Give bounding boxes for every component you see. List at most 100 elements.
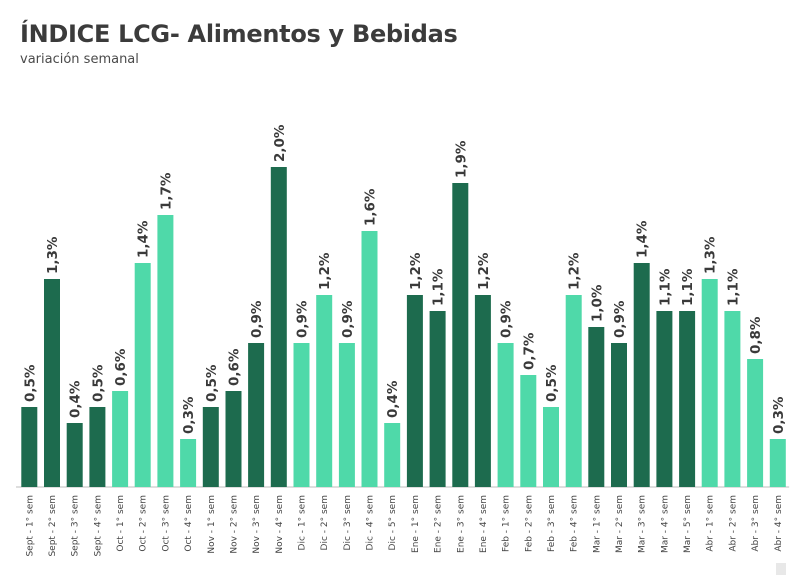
bar: [656, 311, 673, 487]
data-label: 1,1%: [725, 268, 741, 306]
data-label: 1,6%: [363, 188, 379, 226]
bar: [747, 359, 764, 487]
data-label: 0,5%: [22, 364, 38, 402]
bar: [89, 407, 106, 487]
data-label: 0,9%: [249, 300, 265, 338]
data-label: 1,0%: [589, 284, 605, 322]
x-tick-label: Dic - 1° sem: [298, 495, 308, 550]
x-tick-label: Dic - 4° sem: [366, 495, 376, 550]
data-label: 0,7%: [521, 332, 537, 370]
x-tick-label: Mar - 2° sem: [615, 495, 625, 553]
x-tick-label: Abr - 4° sem: [774, 495, 784, 552]
data-label: 0,5%: [544, 364, 560, 402]
bar: [474, 295, 491, 487]
bar: [588, 327, 605, 487]
bar: [701, 279, 718, 487]
bar: [611, 343, 627, 487]
data-label: 0,6%: [227, 348, 243, 386]
x-tick-label: Sept - 2° sem: [48, 495, 58, 557]
bar: [248, 343, 265, 487]
x-tick-label: Dic - 3° sem: [343, 495, 353, 550]
x-tick-label: Feb - 4° sem: [570, 495, 580, 552]
x-tick-label: Mar - 1° sem: [592, 495, 602, 553]
bar: [633, 263, 650, 487]
corner-marker: [776, 563, 786, 575]
chart-title: ÍNDICE LCG- Alimentos y Bebidas: [20, 20, 458, 48]
bar: [21, 407, 38, 487]
bar: [157, 215, 174, 487]
data-label: 1,4%: [635, 220, 651, 258]
bar: [565, 295, 582, 487]
bar: [769, 439, 786, 487]
x-tick-label: Feb - 2° sem: [524, 495, 534, 552]
bar: [338, 343, 355, 487]
data-label: 1,1%: [431, 268, 447, 306]
x-tick-label: Nov - 4° sem: [275, 495, 285, 554]
bar: [361, 231, 378, 487]
bar: [66, 423, 83, 487]
x-tick-label: Sept - 3° sem: [71, 495, 81, 557]
x-tick-label: Ene - 1° sem: [411, 495, 421, 553]
x-tick-label: Mar - 3° sem: [638, 495, 648, 553]
x-tick-label: Nov - 2° sem: [230, 495, 240, 554]
x-tick-label: Nov - 1° sem: [207, 495, 217, 554]
data-label: 1,2%: [408, 252, 424, 290]
bar: [270, 167, 287, 487]
x-tick-label: Abr - 1° sem: [706, 495, 716, 552]
x-tick-label: Sept - 4° sem: [93, 495, 103, 557]
x-tick-label: Dic - 5° sem: [388, 495, 398, 550]
data-label: 0,9%: [499, 300, 515, 338]
bar: [180, 439, 197, 487]
bar: [520, 375, 537, 487]
bar: [452, 183, 469, 487]
bar: [202, 407, 219, 487]
data-label: 1,4%: [136, 220, 152, 258]
bar: [724, 311, 741, 487]
chart-subtitle: variación semanal: [20, 52, 139, 67]
x-tick-label: Ene - 2° sem: [434, 495, 444, 553]
data-label: 1,9%: [453, 140, 469, 178]
data-label: 0,3%: [771, 396, 787, 434]
bar: [112, 391, 129, 487]
data-label: 1,2%: [567, 252, 583, 290]
x-tick-label: Sept - 1° sem: [25, 495, 35, 557]
x-tick-label: Oct - 1° sem: [116, 495, 126, 552]
bar: [316, 295, 333, 487]
data-label: 0,5%: [90, 364, 106, 402]
bar: [406, 295, 423, 487]
bar: [384, 423, 401, 487]
x-tick-label: Oct - 3° sem: [161, 495, 171, 552]
data-label: 0,5%: [204, 364, 220, 402]
x-tick-label: Dic - 2° sem: [320, 495, 330, 550]
data-label: 1,7%: [158, 172, 174, 210]
data-label: 0,9%: [295, 300, 311, 338]
data-label: 0,4%: [68, 380, 84, 418]
bar: [543, 407, 559, 487]
x-tick-label: Mar - 5° sem: [683, 495, 693, 553]
data-label: 1,3%: [45, 236, 61, 274]
x-tick-label: Nov - 3° sem: [252, 495, 262, 554]
x-tick-label: Abr - 2° sem: [728, 495, 738, 552]
bar: [44, 279, 60, 487]
data-label: 1,3%: [703, 236, 719, 274]
x-tick-label: Oct - 4° sem: [184, 495, 194, 552]
x-tick-label: Ene - 4° sem: [479, 495, 489, 553]
bar: [225, 391, 242, 487]
data-label: 0,4%: [385, 380, 401, 418]
data-label: 1,2%: [317, 252, 333, 290]
data-label: 0,3%: [181, 396, 197, 434]
data-label: 1,1%: [657, 268, 673, 306]
bar: [134, 263, 151, 487]
x-tick-label: Feb - 3° sem: [547, 495, 557, 552]
data-label: 2,0%: [272, 124, 288, 162]
data-label: 0,9%: [340, 300, 356, 338]
x-tick-label: Mar - 4° sem: [660, 495, 670, 553]
x-tick-label: Ene - 3° sem: [456, 495, 466, 553]
data-label: 0,8%: [748, 316, 764, 354]
data-label: 1,1%: [680, 268, 696, 306]
x-tick-label: Oct - 2° sem: [139, 495, 149, 552]
bar: [679, 311, 696, 487]
bar: [293, 343, 310, 487]
data-label: 1,2%: [476, 252, 492, 290]
